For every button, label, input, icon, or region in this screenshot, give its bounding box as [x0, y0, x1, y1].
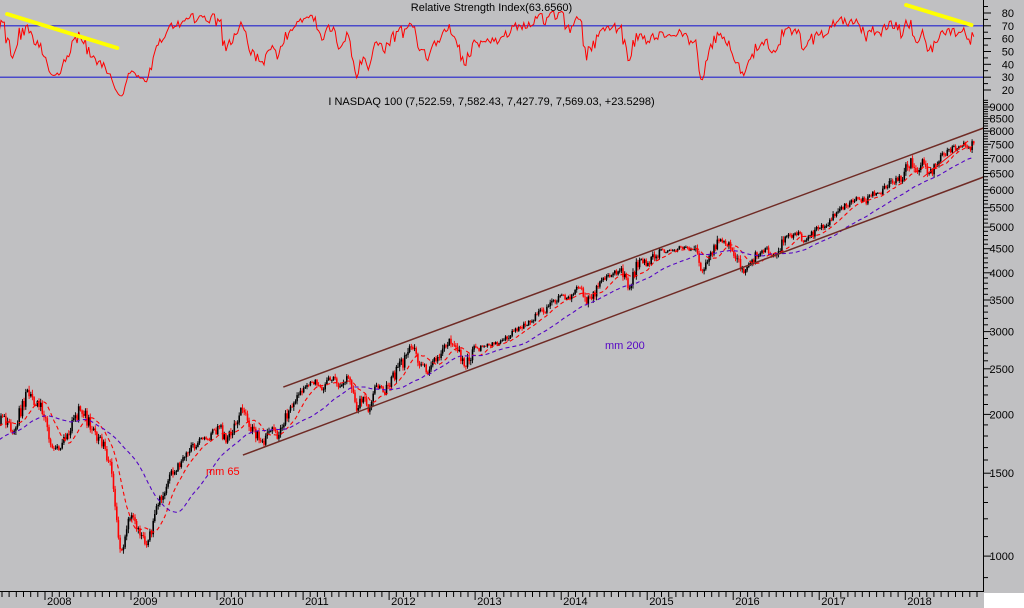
tick-label: 2018 [907, 596, 931, 608]
ma65-line [0, 145, 974, 533]
rsi-indicator-line [0, 10, 975, 97]
tick-label: 2014 [563, 596, 587, 608]
tick-label: 2013 [477, 596, 501, 608]
axes [0, 0, 984, 592]
tick-label: 2008 [47, 596, 71, 608]
tick-label: 2017 [821, 596, 845, 608]
rsi-panel-title: Relative Strength Index(63.6560) [410, 2, 573, 14]
tick-label: 5500 [990, 203, 1014, 215]
rsi-level-lines [0, 25, 984, 78]
candle-bodies-down [0, 141, 975, 551]
tick-label: 2012 [391, 596, 415, 608]
support-trendline [922, 140, 969, 178]
moving-averages [0, 145, 974, 533]
tick-label: 40 [1002, 59, 1014, 71]
ma200-label: mm 200 [605, 340, 645, 352]
channel-lines [242, 127, 984, 456]
tick-label: 2015 [649, 596, 673, 608]
rsi-trendline-bearish-divergence-2008 [5, 12, 120, 50]
tick-label: 30 [1002, 72, 1014, 84]
price-panel-title: I NASDAQ 100 (7,522.59, 7,582.43, 7,427.… [328, 96, 655, 108]
ma65-label: mm 65 [206, 466, 240, 478]
x-axis-ticks: 2008 2009 2010 2011 2012 2013 2014 2015 2016 2017… [1, 592, 978, 608]
tick-label: 2016 [735, 596, 759, 608]
tick-label: 3500 [990, 295, 1014, 307]
tick-label: 4000 [990, 268, 1014, 280]
tick-label: 2000 [990, 409, 1014, 421]
channel-lower-line [242, 176, 984, 456]
tick-label: 5000 [990, 222, 1014, 234]
rsi-trendlines [5, 3, 974, 50]
tick-label: 3000 [990, 327, 1014, 339]
tick-label: 1500 [990, 468, 1014, 480]
tick-label: 20 [1002, 85, 1014, 97]
tick-label: 2500 [990, 364, 1014, 376]
channel-upper-line [283, 127, 984, 388]
tick-label: 2011 [305, 596, 329, 608]
tick-label: 8500 [990, 114, 1014, 126]
tick-label: 2010 [219, 596, 243, 608]
tick-label: 50 [1002, 46, 1014, 58]
axis-corner [984, 593, 1024, 608]
tick-label: 60 [1002, 34, 1014, 46]
tick-label: 7500 [990, 139, 1014, 151]
tick-label: 4500 [990, 244, 1014, 256]
tick-label: 70 [1002, 21, 1014, 33]
tick-label: 8000 [990, 126, 1014, 138]
tick-label: 80 [1002, 8, 1014, 20]
tick-label: 2009 [133, 596, 157, 608]
tick-label: 6500 [990, 169, 1014, 181]
ma200-line [0, 156, 974, 513]
tick-label: 7000 [990, 153, 1014, 165]
tick-label: 9000 [990, 102, 1014, 114]
rsi-trendline-bearish-divergence-2018 [904, 3, 974, 27]
rsi-line [0, 10, 975, 97]
tick-label: 1000 [990, 551, 1014, 563]
tick-label: 6000 [990, 185, 1014, 197]
